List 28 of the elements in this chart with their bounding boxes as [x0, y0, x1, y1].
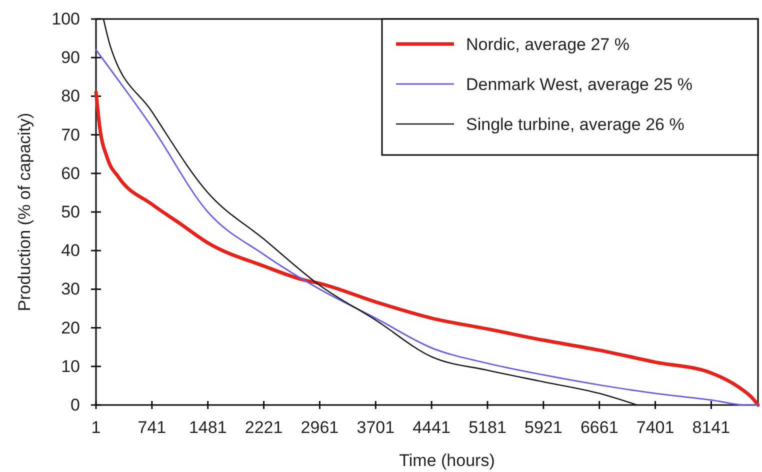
legend-label: Single turbine, average 26 %	[466, 115, 684, 134]
x-tick-label: 7401	[636, 418, 674, 438]
y-tick-label: 20	[61, 318, 80, 338]
y-tick-label: 60	[61, 164, 80, 183]
x-tick-label: 2221	[244, 418, 283, 438]
x-axis-title: Time (hours)	[399, 451, 495, 470]
x-tick-label: 741	[138, 418, 166, 438]
x-tick-label: 5181	[468, 418, 506, 438]
x-tick-label: 1481	[188, 418, 227, 438]
y-tick-label: 40	[61, 241, 80, 260]
legend-label: Denmark West, average 25 %	[466, 75, 692, 94]
y-tick-label: 50	[61, 202, 80, 222]
y-tick-label: 80	[61, 86, 80, 106]
y-tick-label: 70	[61, 125, 80, 144]
x-tick-label: 2961	[300, 418, 339, 438]
x-tick-label: 3701	[356, 418, 395, 438]
y-tick-label: 30	[61, 280, 80, 299]
y-tick-label: 0	[70, 395, 80, 414]
x-tick-label: 8141	[692, 418, 730, 438]
y-tick-label: 90	[61, 48, 80, 68]
x-tick-label: 6661	[580, 418, 618, 438]
x-tick-label: 1	[91, 418, 101, 438]
y-tick-label: 100	[52, 9, 80, 28]
legend-label: Nordic, average 27 %	[466, 35, 630, 54]
x-tick-label: 5921	[524, 418, 562, 438]
y-tick-label: 10	[61, 356, 80, 376]
y-axis-title: Production (% of capacity)	[15, 112, 34, 312]
x-tick-label: 4441	[412, 418, 450, 438]
